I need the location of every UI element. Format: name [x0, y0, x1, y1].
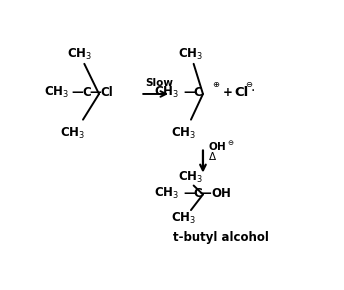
Text: CH$_3$: CH$_3$	[171, 125, 196, 140]
Text: $\Delta$: $\Delta$	[208, 150, 217, 162]
Text: OH$^\ominus$: OH$^\ominus$	[208, 140, 234, 153]
Text: ·: ·	[250, 84, 255, 98]
Text: +: +	[223, 86, 233, 99]
Text: —: —	[200, 187, 212, 200]
Text: $\oplus$: $\oplus$	[212, 80, 220, 89]
Text: CH$_3$: CH$_3$	[67, 47, 92, 62]
Text: $\ominus$: $\ominus$	[245, 80, 253, 89]
Text: —: —	[89, 86, 101, 99]
Text: CH$_3$: CH$_3$	[178, 170, 203, 185]
Text: Slow: Slow	[146, 78, 174, 88]
Text: CH$_3$: CH$_3$	[60, 125, 85, 140]
Text: C: C	[193, 86, 202, 99]
Text: Cl: Cl	[100, 86, 113, 99]
Text: C: C	[83, 86, 91, 99]
Text: —: —	[71, 86, 83, 99]
Text: —: —	[183, 187, 195, 200]
Text: OH: OH	[211, 187, 231, 200]
Text: CH$_3$: CH$_3$	[154, 85, 179, 100]
Text: —: —	[183, 86, 195, 99]
Text: t-butyl alcohol: t-butyl alcohol	[173, 231, 269, 244]
Text: Cl: Cl	[234, 86, 248, 99]
Text: C: C	[193, 187, 202, 200]
Text: CH$_3$: CH$_3$	[154, 186, 179, 201]
Text: CH$_3$: CH$_3$	[44, 85, 69, 100]
Text: CH$_3$: CH$_3$	[171, 211, 196, 226]
Text: CH$_3$: CH$_3$	[178, 47, 203, 62]
